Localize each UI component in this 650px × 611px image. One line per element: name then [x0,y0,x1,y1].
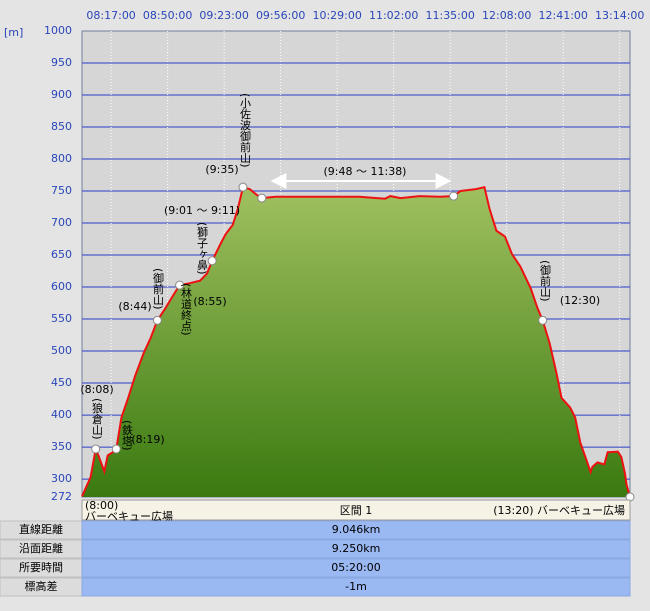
y-unit: [m] [4,26,23,39]
profile-line [81,185,631,498]
x-tick-label: 08:50:00 [143,9,192,22]
waypoint-marker [207,256,217,266]
y-tick-label: 950 [51,56,72,69]
x-tick-label: 13:14:00 [595,9,644,22]
waypoint-marker [538,315,548,325]
x-tick-label: 12:41:00 [539,9,588,22]
start-name: バーベキュー広場 [85,510,173,523]
waypoint-name: (林道終点) [180,283,193,336]
y-tick-label: 550 [51,312,72,325]
row-label: 沿面距離 [19,541,63,555]
y-tick-label: 500 [51,344,72,357]
range-label: (9:48 ～ 11:38) [324,165,407,178]
row-value: 05:20:00 [331,561,380,574]
section-label: 区間 1 [340,504,373,517]
section-bar [81,499,631,521]
waypoint-time: (8:55) [193,295,226,308]
waypoint-marker [91,444,101,454]
profile-area [82,187,630,497]
x-tick-label: 08:17:00 [86,9,135,22]
y-tick-label: 850 [51,120,72,133]
y-tick-label: 650 [51,248,72,261]
x-tick-label: 09:56:00 [256,9,305,22]
waypoint-name: (狼倉山) [91,398,104,440]
y-tick-label: 750 [51,184,72,197]
waypoint-time: (8:19) [131,433,164,446]
y-tick-label: 700 [51,216,72,229]
x-tick-label: 12:08:00 [482,9,531,22]
waypoint-marker [449,191,459,201]
y-tick-label: 800 [51,152,72,165]
waypoint-time: (8:08) [80,383,113,396]
row-value: -1m [345,580,367,593]
end-label: (13:20) バーベキュー広場 [493,504,625,517]
y-tick-label: 400 [51,408,72,421]
start-time: (8:00) [85,499,118,512]
row-value: 9.046km [332,523,381,536]
waypoint-name: (小佐波御前山) [239,93,252,168]
waypoint-marker [257,193,267,203]
row-value-cell [81,558,631,578]
y-tick-label: 900 [51,88,72,101]
x-tick-label: 11:35:00 [425,9,474,22]
waypoint-name: (獅子ヶ鼻) [196,222,209,275]
y-tick-label: 600 [51,280,72,293]
y-tick-label: 272 [51,490,72,503]
waypoint-name: (御前山) [152,268,165,310]
waypoint-name: (鉄塔) [121,420,134,451]
waypoint-time: (9:01 ～ 9:11) [164,204,240,217]
waypoint-marker [175,280,185,290]
row-value-cell [81,577,631,597]
y-tick-label: 450 [51,376,72,389]
x-tick-label: 11:02:00 [369,9,418,22]
row-value-cell [81,539,631,559]
row-value-cell [81,520,631,540]
x-tick-label: 09:23:00 [199,9,248,22]
waypoint-marker [111,444,121,454]
row-label: 所要時間 [19,561,63,574]
x-tick-label: 10:29:00 [312,9,361,22]
row-value: 9.250km [332,542,381,555]
row-label: 標高差 [25,579,58,593]
waypoint-time: (12:30) [560,294,600,307]
y-tick-label: 350 [51,440,72,453]
y-tick-label: 300 [51,472,72,485]
waypoint-time: (9:35) [205,163,238,176]
waypoint-time: (8:44) [118,300,151,313]
waypoint-name: (御前山) [539,260,552,302]
waypoint-marker [238,182,248,192]
y-tick-label: 1000 [44,24,72,37]
waypoint-marker [152,315,162,325]
row-label: 直線距離 [19,522,63,536]
